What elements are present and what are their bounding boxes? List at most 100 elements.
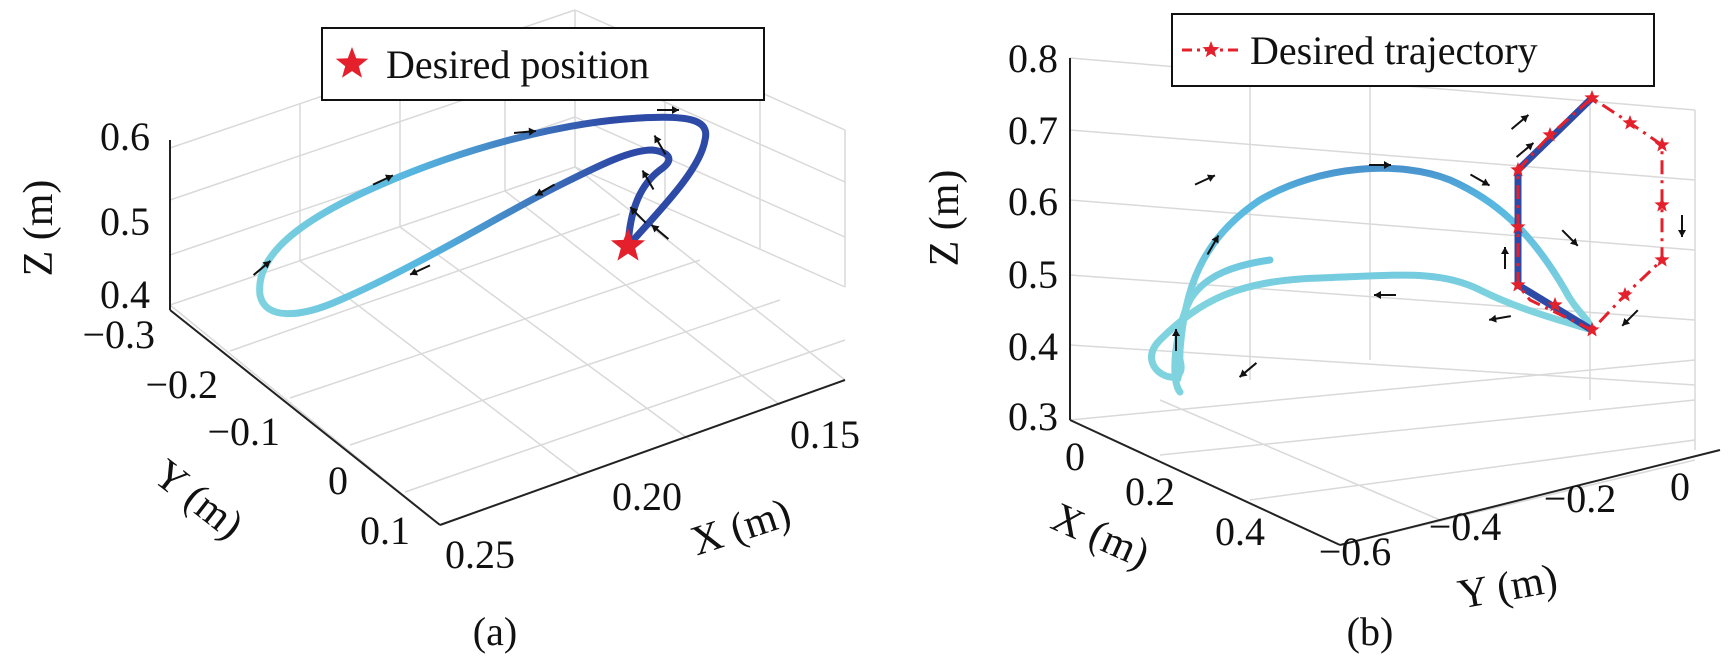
z-axis-label: Z (m): [16, 180, 62, 277]
direction-arrows: [252, 106, 679, 276]
direction-arrow: [1678, 215, 1686, 237]
direction-arrow: [1510, 114, 1530, 130]
y-tick-label: 0: [328, 458, 348, 503]
y-tick-label: −0.4: [1429, 504, 1502, 549]
x-tick-label: 0.20: [612, 474, 682, 519]
caption-b: (b): [1347, 609, 1394, 654]
panel-a-axes: [169, 140, 846, 526]
y-tick-label: −0.1: [207, 409, 280, 454]
x-axis-line: [439, 379, 846, 526]
legend: Desired position: [321, 27, 765, 101]
y-tick-labels: −0.6 −0.4 −0.2 0: [1319, 464, 1690, 574]
grid-line: [399, 226, 691, 441]
desired-position-star: [610, 228, 646, 261]
x-tick-label: 0.4: [1215, 509, 1265, 554]
direction-arrow: [1206, 234, 1220, 256]
trajectory-line: [256, 113, 710, 318]
desired-trajectory-markers: [1510, 90, 1670, 337]
panel-b: 0.8 0.7 0.6 0.5 0.4 0.3 0 0.2 0.4 −0.6 −…: [922, 13, 1721, 654]
direction-arrow: [653, 134, 667, 156]
y-axis-line: [169, 309, 441, 526]
direction-arrow: [641, 169, 655, 191]
grid-line: [1249, 439, 1696, 501]
desired-trajectory-point: [1510, 277, 1526, 292]
grid-line: [404, 339, 846, 493]
desired-trajectory-point: [1584, 90, 1600, 105]
direction-arrow: [1194, 174, 1216, 186]
direction-arrow: [1369, 161, 1391, 169]
x-tick-label: 0.15: [790, 412, 860, 457]
y-tick-labels: −0.3 −0.2 −0.1 0 0.1: [82, 312, 410, 553]
panel-a: 0.6 0.5 0.4 −0.3 −0.2 −0.1 0 0.1 0.25 0.…: [16, 9, 860, 654]
grid-line: [1069, 199, 1696, 251]
desired-trajectory-point: [1617, 287, 1633, 302]
desired-trajectory-point: [1654, 252, 1670, 267]
direction-arrow: [657, 106, 679, 114]
legend-label: Desired position: [386, 42, 649, 87]
direction-arrow: [1501, 247, 1509, 269]
y-axis-label: Y (m): [1455, 556, 1561, 619]
z-tick-label: 0.4: [1008, 324, 1058, 369]
grid-line: [229, 213, 621, 352]
grid-line: [574, 116, 846, 238]
grid-line: [1069, 359, 1696, 421]
grid-line: [169, 166, 576, 306]
y-axis-label: Y (m): [144, 451, 251, 549]
legend: Desired trajectory: [1171, 13, 1655, 87]
desired-trajectory-point: [1584, 322, 1600, 337]
caption-a: (a): [473, 609, 517, 654]
x-tick-labels: 0 0.2 0.4: [1065, 434, 1265, 554]
direction-arrow: [1488, 314, 1512, 323]
z-tick-labels: 0.6 0.5 0.4: [100, 114, 150, 317]
z-tick-label: 0.8: [1008, 36, 1058, 81]
z-tick-labels: 0.8 0.7 0.6 0.5 0.4 0.3: [1008, 36, 1058, 439]
desired-trajectory-point: [1510, 219, 1526, 234]
z-tick-label: 0.6: [1008, 179, 1058, 224]
desired-trajectory-point: [1654, 197, 1670, 212]
y-tick-label: −0.6: [1319, 529, 1392, 574]
grid-line: [1159, 399, 1441, 521]
grid-line: [1069, 274, 1696, 321]
legend-star-marker: [1202, 41, 1220, 58]
desired-trajectory-point: [1622, 115, 1638, 130]
legend-box: [1171, 13, 1655, 87]
direction-arrow: [372, 174, 394, 186]
desired-trajectory-point: [1542, 127, 1558, 142]
legend-box: [321, 27, 765, 101]
direction-arrow: [1621, 309, 1639, 327]
direction-arrow: [1172, 329, 1180, 351]
grid-line: [1069, 344, 1696, 386]
x-axis-label: X (m): [686, 490, 797, 565]
x-tick-label: 0: [1065, 434, 1085, 479]
y-tick-label: 0.1: [360, 508, 410, 553]
y-tick-label: −0.3: [82, 312, 155, 357]
direction-arrow: [1515, 142, 1535, 158]
x-axis-line: [1069, 419, 1341, 546]
grid-line: [349, 299, 781, 446]
legend-label: Desired trajectory: [1250, 28, 1538, 73]
z-tick-label: 0.4: [100, 272, 150, 317]
z-tick-label: 0.6: [100, 114, 150, 159]
grid-line: [289, 259, 701, 399]
x-tick-label: 0.25: [445, 532, 515, 577]
grid-line: [574, 166, 846, 381]
legend-star-marker: [335, 47, 369, 78]
y-tick-label: −0.2: [1544, 476, 1617, 521]
direction-arrow: [1469, 173, 1491, 187]
direction-arrow: [513, 127, 537, 136]
z-tick-label: 0.5: [1008, 252, 1058, 297]
direction-arrow: [629, 206, 647, 224]
grid-line: [1159, 399, 1696, 456]
direction-arrow: [252, 260, 272, 276]
z-axis-label: Z (m): [922, 170, 968, 267]
grid-line: [504, 190, 781, 406]
z-tick-label: 0.3: [1008, 394, 1058, 439]
z-tick-label: 0.5: [100, 199, 150, 244]
x-tick-labels: 0.25 0.20 0.15: [445, 412, 860, 577]
z-tick-label: 0.7: [1008, 108, 1058, 153]
desired-trajectory-point: [1510, 162, 1526, 177]
y-tick-label: −0.2: [145, 362, 218, 407]
direction-arrow: [1374, 291, 1396, 299]
direction-arrow: [409, 264, 431, 276]
